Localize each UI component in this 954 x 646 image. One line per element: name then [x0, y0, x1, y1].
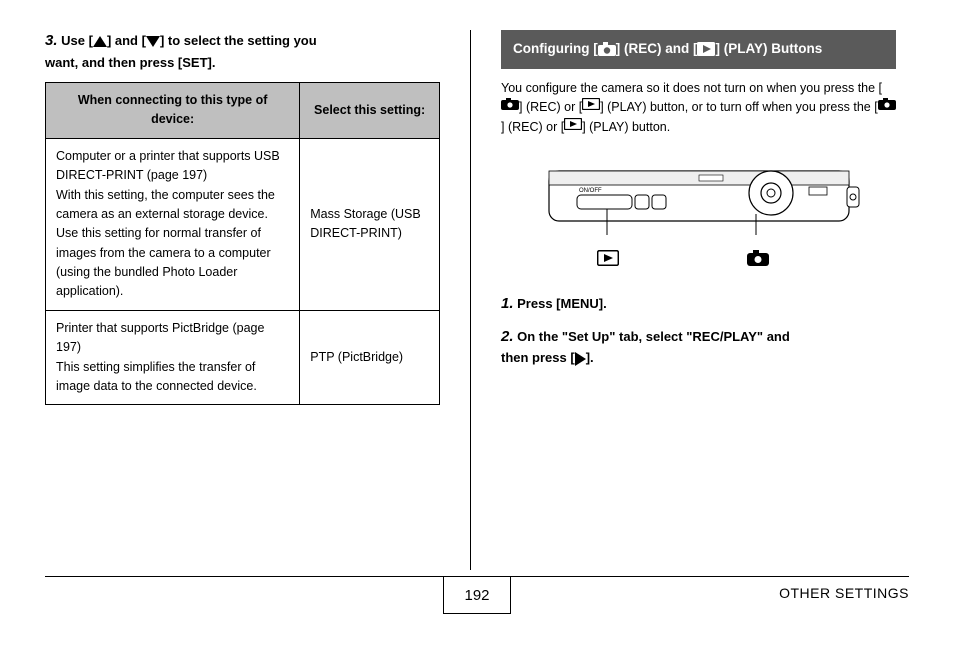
- heading-text: Configuring [: [513, 41, 598, 56]
- left-column: 3. Use [ ] and [ ] to select the setting y…: [45, 30, 440, 570]
- body-text: ] (PLAY) button.: [582, 120, 670, 134]
- play-icon: [697, 42, 715, 56]
- body-text: ] (REC) or [: [519, 100, 582, 114]
- svg-text:ON/OFF: ON/OFF: [579, 188, 602, 194]
- right-column: Configuring [ ] (REC) and [ ] (PLAY) Butto…: [501, 30, 896, 570]
- camera-illustration: ON/OFF: [529, 151, 869, 241]
- step-number: 1.: [501, 295, 514, 312]
- play-icon: [597, 250, 619, 269]
- heading-text: Buttons: [771, 41, 822, 56]
- play-icon: [582, 97, 600, 116]
- body-text: ] (PLAY) button, or to turn off when you…: [600, 100, 877, 114]
- usb-settings-table: When connecting to this type of device: …: [45, 82, 440, 405]
- step-text: want, and then press [SET].: [45, 55, 215, 70]
- camera-icon: [747, 250, 769, 269]
- body-text: You configure the camera so it does not …: [501, 81, 882, 95]
- table-cell: Computer or a printer that supports USB …: [46, 138, 300, 310]
- step-text: ] and [: [107, 33, 146, 48]
- footer-label: OTHER SETTINGS: [779, 585, 909, 601]
- column-divider: [470, 30, 471, 570]
- section-body: You configure the camera so it does not …: [501, 79, 896, 137]
- step-text: then press [: [501, 350, 575, 365]
- step-text: Press [MENU].: [517, 296, 607, 311]
- step-1: 1. Press [MENU].: [501, 293, 896, 316]
- camera-icon: [878, 97, 896, 116]
- page-number: 192: [443, 576, 511, 614]
- page-footer: 192 OTHER SETTINGS: [45, 576, 909, 616]
- triangle-down-icon: [146, 36, 160, 47]
- table-cell: PTP (PictBridge): [300, 310, 440, 405]
- table-cell: Mass Storage (USB DIRECT-PRINT): [300, 138, 440, 310]
- step-number: 3.: [45, 32, 58, 49]
- step-text: On the "Set Up" tab, select "REC/PLAY" a…: [517, 329, 790, 344]
- illustration-labels: [529, 251, 869, 273]
- table-header: When connecting to this type of device:: [46, 83, 300, 139]
- step-2: 2. On the "Set Up" tab, select "REC/PLAY…: [501, 326, 896, 368]
- body-text: ] (REC) or [: [501, 120, 564, 134]
- table-header: Select this setting:: [300, 83, 440, 139]
- step-text: Use [: [61, 33, 93, 48]
- table-cell: Printer that supports PictBridge (page 1…: [46, 310, 300, 405]
- triangle-up-icon: [93, 36, 107, 47]
- section-heading: Configuring [ ] (REC) and [ ] (PLAY) Butto…: [501, 30, 896, 69]
- camera-icon: [501, 97, 519, 116]
- step-text: ].: [586, 350, 594, 365]
- step-number: 2.: [501, 328, 514, 345]
- triangle-right-icon: [575, 352, 586, 366]
- play-icon: [564, 117, 582, 136]
- step-text: ] to select the setting you: [160, 33, 317, 48]
- step-3: 3. Use [ ] and [ ] to select the setting y…: [45, 30, 440, 72]
- heading-text: ] (PLAY): [715, 41, 767, 56]
- camera-icon: [598, 42, 616, 56]
- heading-text: ] (REC) and [: [616, 41, 698, 56]
